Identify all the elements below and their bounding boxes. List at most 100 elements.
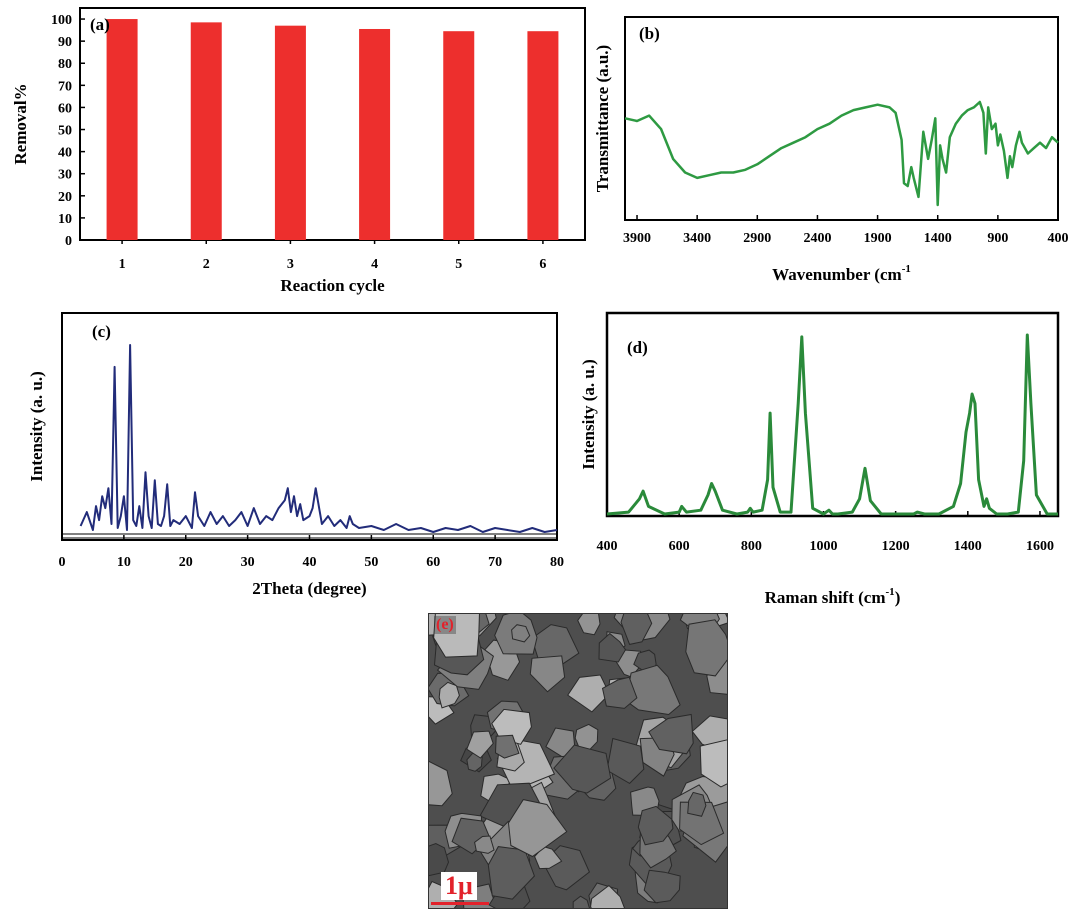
plot-frame (605, 311, 1060, 518)
y-tick-label: 30 (58, 168, 72, 183)
particle (598, 632, 627, 663)
x-tick-label: 80 (550, 555, 564, 570)
x-axis-title: Raman shift (cm-1) (765, 586, 901, 607)
scale-bar (431, 902, 489, 905)
scale-bar-label: 1μ (441, 872, 477, 900)
particle (429, 760, 453, 807)
x-tick-label: 4 (371, 257, 378, 272)
particle (699, 739, 727, 788)
particle (572, 895, 590, 908)
particle (534, 846, 563, 870)
spectrum-line (79, 344, 558, 533)
panel-label: (c) (92, 322, 111, 341)
x-axis-title: Wavenumber (cm-1 (772, 263, 911, 284)
x-tick-label: 3400 (683, 231, 711, 246)
bar (274, 25, 306, 240)
particle (643, 869, 681, 904)
x-tick-label: 900 (987, 231, 1008, 246)
x-tick-label: 1000 (809, 539, 837, 554)
x-axis-title-superscript: -1 (886, 586, 895, 598)
panel-label: (b) (639, 24, 660, 43)
y-tick-label: 0 (65, 234, 72, 249)
x-tick-label: 600 (669, 539, 690, 554)
x-tick-label: 0 (59, 555, 66, 570)
x-axis-title: 2Theta (degree) (252, 579, 366, 598)
panel-e-sem-image: (e) 1μ (428, 613, 728, 909)
x-tick-label: 60 (426, 555, 440, 570)
x-tick-label: 1400 (954, 539, 982, 554)
particle (648, 713, 694, 755)
particle (494, 734, 520, 759)
x-tick-label: 10 (117, 555, 131, 570)
y-axis-title: Removal% (11, 83, 30, 164)
x-tick-label: 30 (241, 555, 255, 570)
y-axis-title: Intensity (a. u.) (579, 359, 598, 470)
panel-e-label: (e) (434, 616, 456, 634)
panel-label: (a) (90, 15, 110, 34)
panel-label: (d) (627, 338, 648, 357)
particle (637, 805, 674, 846)
y-tick-label: 10 (58, 212, 72, 227)
panel-a-bar-chart: 0 10 20 30 40 50 60 70 80 90 100 1 2 3 4 5 6 (a) Reaction … (11, 7, 586, 295)
spectrum-line (624, 100, 1059, 207)
y-tick-label: 80 (58, 57, 72, 72)
particle (507, 799, 568, 858)
y-tick-label: 40 (58, 146, 72, 161)
x-tick-label: 800 (741, 539, 762, 554)
particle (577, 614, 601, 636)
particle (620, 614, 653, 645)
particle (553, 744, 612, 794)
x-tick-label: 5 (455, 257, 462, 272)
y-tick-label: 70 (58, 79, 72, 94)
x-tick-label: 400 (1048, 231, 1069, 246)
x-tick-label: 1200 (882, 539, 910, 554)
y-tick-label: 50 (58, 124, 72, 139)
y-tick-label: 100 (51, 13, 72, 28)
particle (601, 676, 638, 709)
y-axis-title: Transmittance (a.u.) (593, 45, 612, 192)
particle (687, 791, 707, 817)
x-axis-title-suffix: ) (895, 588, 901, 607)
x-axis-title-superscript: -1 (902, 263, 911, 275)
panel-c-xrd-pattern: 0 10 20 30 40 50 60 70 80 (c) 2Theta (degree) Inten… (27, 312, 564, 598)
panel-b-ftir-spectrum: 3900 3400 2900 2400 1900 1400 900 400 (b) Wavenum… (593, 16, 1069, 284)
x-tick-label: 1 (119, 257, 126, 272)
particle (606, 737, 645, 785)
y-tick-label: 60 (58, 101, 72, 116)
bar (190, 22, 222, 240)
sem-micrograph (429, 614, 727, 908)
plot-frame (624, 16, 1059, 221)
y-axis-title: Intensity (a. u.) (27, 371, 46, 482)
x-axis-title: Reaction cycle (280, 276, 385, 295)
y-tick-label: 90 (58, 35, 72, 50)
x-tick-label: 6 (539, 257, 546, 272)
bar (106, 19, 138, 240)
x-tick-label: 20 (179, 555, 193, 570)
x-tick-label: 1600 (1026, 539, 1054, 554)
plot-frame (61, 312, 558, 541)
particle (474, 835, 495, 854)
particle (466, 730, 494, 759)
x-tick-label: 40 (303, 555, 317, 570)
panel-d-raman-spectrum: 400 600 800 1000 1200 1400 1600 (d) Raman shift … (579, 311, 1060, 607)
x-tick-label: 1400 (924, 231, 952, 246)
particle (567, 674, 611, 713)
x-tick-label: 2 (203, 257, 210, 272)
x-tick-label: 400 (597, 539, 618, 554)
bar (527, 31, 559, 241)
x-tick-label: 2900 (743, 231, 771, 246)
particle (685, 619, 727, 677)
x-tick-label: 50 (364, 555, 378, 570)
y-tick-label: 20 (58, 190, 72, 205)
plot-frame (79, 7, 586, 241)
spectrum-line (606, 333, 1058, 516)
bar (359, 28, 391, 240)
particle (529, 655, 566, 693)
x-tick-label: 1900 (864, 231, 892, 246)
particle (433, 614, 480, 658)
x-tick-label: 2400 (803, 231, 831, 246)
x-tick-label: 3900 (623, 231, 651, 246)
bar (443, 31, 475, 241)
particle (590, 884, 625, 908)
particle (511, 624, 531, 643)
